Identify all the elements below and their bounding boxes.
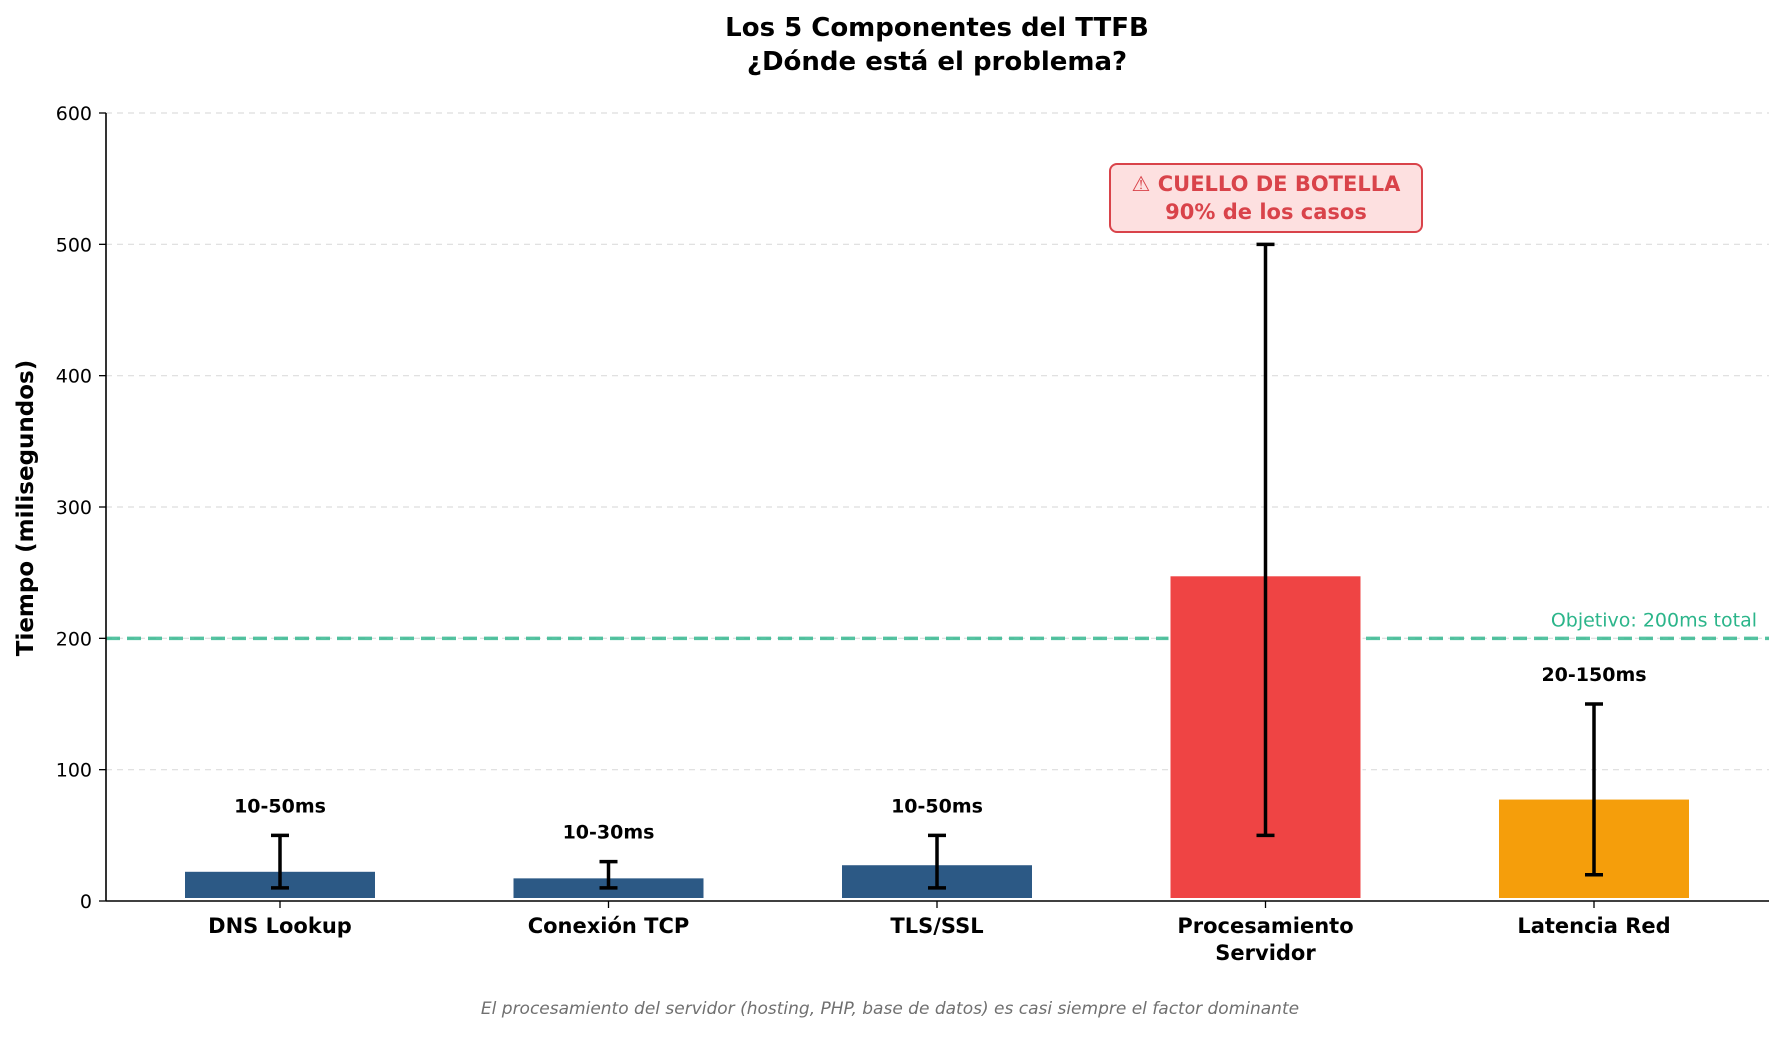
x-tick-label: DNS Lookup: [208, 914, 352, 938]
y-tick-label: 300: [56, 497, 92, 519]
data-label: 20-150ms: [1541, 664, 1646, 686]
data-label: 10-50ms: [234, 795, 326, 817]
footnote: El procesamiento del servidor (hosting, …: [481, 999, 1299, 1019]
target-line-group: Objetivo: 200ms total: [106, 609, 1769, 641]
x-tick-label: TLS/SSL: [890, 914, 983, 938]
y-axis-label: Tiempo (milisegundos): [13, 360, 39, 657]
chart-title-line2: ¿Dónde está el problema?: [747, 47, 1127, 77]
bottleneck-annotation: ⚠ CUELLO DE BOTELLA 90% de los casos: [1109, 163, 1423, 233]
y-tick-label: 500: [56, 234, 92, 256]
data-label: 10-30ms: [563, 822, 655, 844]
chart-title-line1: Los 5 Componentes del TTFB: [725, 13, 1149, 43]
y-tick-label: 100: [56, 760, 92, 782]
annotation-box: [1109, 163, 1423, 233]
x-tick-label: Conexión TCP: [528, 914, 690, 938]
error-bars: [271, 242, 1603, 890]
axes: 0 100 200 300 400 500 600 DNS Lookup Conexión TC…: [56, 103, 1769, 965]
x-tick-label: Procesamiento: [1177, 914, 1353, 938]
data-labels: 10-50ms 10-30ms 10-50ms 20-150ms: [234, 664, 1646, 844]
target-line-label: Objetivo: 200ms total: [1551, 609, 1757, 631]
y-tick-label: 0: [80, 891, 92, 913]
x-tick-label: Latencia Red: [1517, 914, 1670, 938]
x-tick-label: Servidor: [1215, 941, 1316, 965]
annotation-line1: ⚠ CUELLO DE BOTELLA: [1132, 172, 1402, 196]
gridlines: [106, 112, 1769, 771]
data-label: 10-50ms: [891, 795, 983, 817]
y-tick-label: 200: [56, 628, 92, 650]
y-tick-label: 400: [56, 366, 92, 388]
y-tick-label: 600: [56, 103, 92, 125]
annotation-line2: 90% de los casos: [1165, 200, 1367, 224]
